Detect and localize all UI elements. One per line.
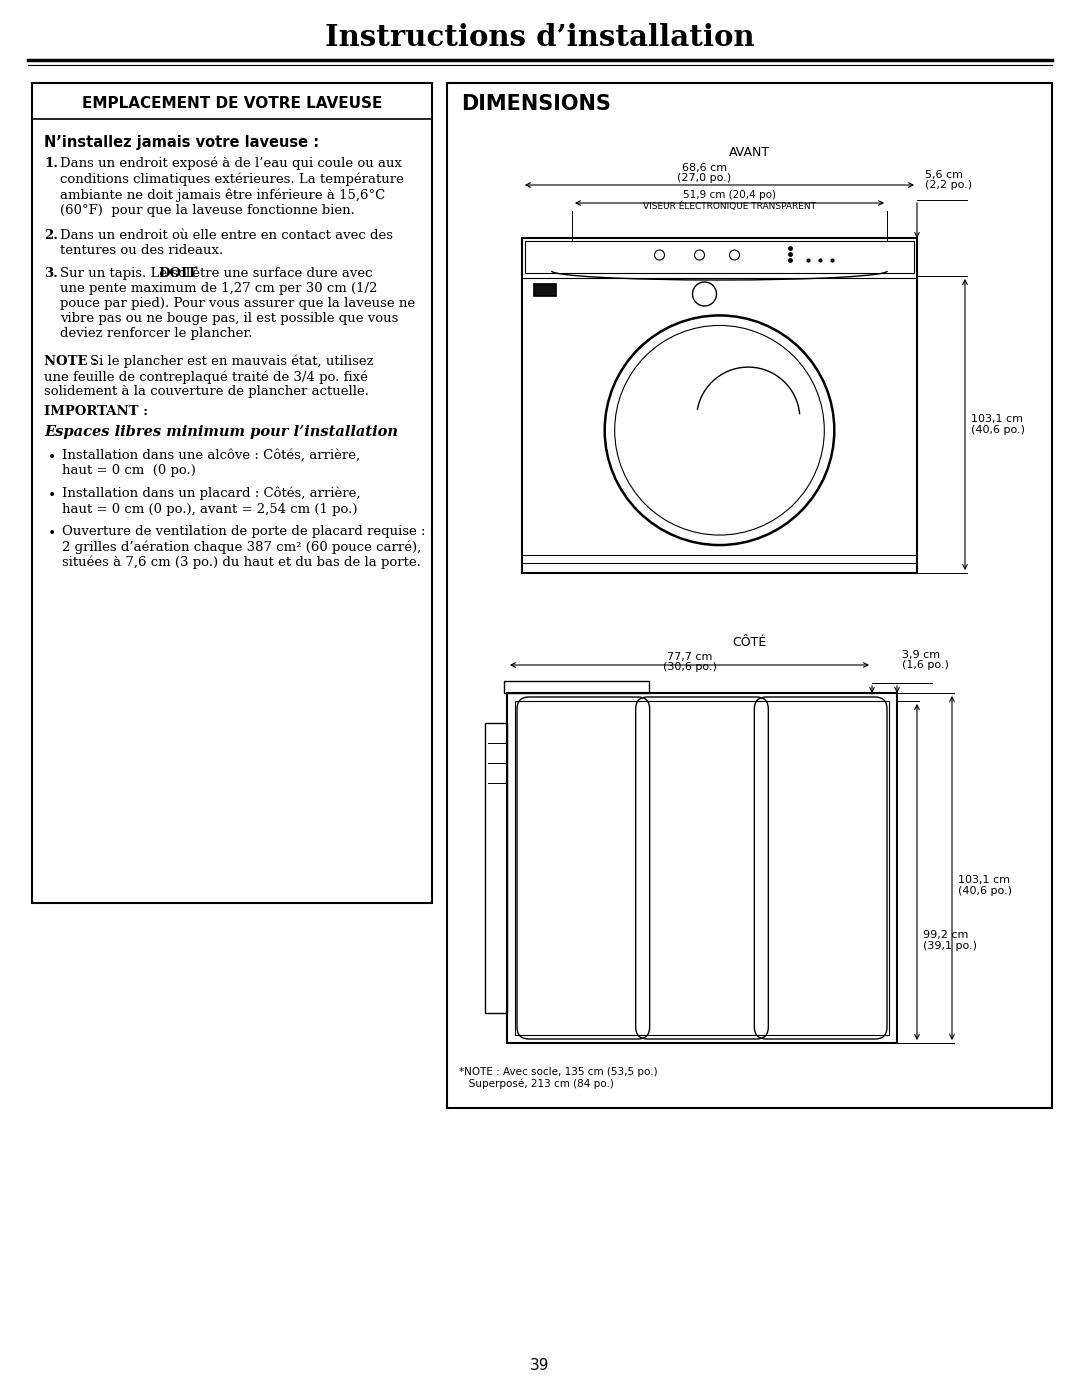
Bar: [504, 680, 649, 693]
Text: NOTE :: NOTE :: [44, 355, 102, 367]
Text: Dans un endroit exposé à de l’eau qui coule ou aux
conditions climatiques extéri: Dans un endroit exposé à de l’eau qui co…: [60, 156, 404, 217]
Text: Si le plancher est en mauvais état, utilisez: Si le plancher est en mauvais état, util…: [90, 355, 374, 369]
Text: Dans un endroit où elle entre en contact avec des
tentures ou des rideaux.: Dans un endroit où elle entre en contact…: [60, 229, 393, 257]
Bar: [507, 693, 897, 1044]
Text: Sur un tapis. Le sol: Sur un tapis. Le sol: [60, 267, 194, 279]
Text: •: •: [48, 527, 56, 541]
Text: EMPLACEMENT DE VOTRE LAVEUSE: EMPLACEMENT DE VOTRE LAVEUSE: [82, 95, 382, 110]
Text: une pente maximum de 1,27 cm per 30 cm (1/2
pouce par pied). Pour vous assurer q: une pente maximum de 1,27 cm per 30 cm (…: [60, 282, 415, 339]
Text: (1,6 po.): (1,6 po.): [902, 659, 949, 671]
Text: VISEUR ÉLECTRONIQUE TRANSPARENT: VISEUR ÉLECTRONIQUE TRANSPARENT: [643, 201, 816, 211]
Text: CÔTÉ: CÔTÉ: [732, 637, 767, 650]
Bar: [522, 237, 917, 573]
Text: 68,6 cm: 68,6 cm: [681, 163, 727, 173]
Text: 51,9 cm (20,4 po): 51,9 cm (20,4 po): [683, 190, 777, 200]
Text: une feuille de contreplaqué traité de 3/4 po. fixé
solidement à la couverture de: une feuille de contreplaqué traité de 3/…: [44, 370, 369, 398]
Text: Espaces libres minimum pour l’installation: Espaces libres minimum pour l’installati…: [44, 425, 399, 439]
Text: être une surface dure avec: être une surface dure avec: [188, 267, 373, 279]
Bar: [534, 284, 556, 296]
Text: 3.: 3.: [44, 267, 58, 279]
Text: Installation dans une alcôve : Côtés, arrière,
haut = 0 cm  (0 po.): Installation dans une alcôve : Côtés, ar…: [62, 448, 360, 476]
Text: DOIT: DOIT: [158, 267, 198, 279]
Text: 99,2 cm
(39,1 po.): 99,2 cm (39,1 po.): [923, 929, 977, 951]
Text: AVANT: AVANT: [729, 147, 770, 159]
Text: (2,2 po.): (2,2 po.): [924, 180, 972, 190]
Text: (27,0 po.): (27,0 po.): [677, 173, 731, 183]
Bar: [32, 82, 432, 902]
Bar: [515, 701, 889, 1035]
Text: •: •: [48, 489, 56, 503]
Text: 5,6 cm: 5,6 cm: [924, 170, 963, 180]
Text: N’installez jamais votre laveuse :: N’installez jamais votre laveuse :: [44, 136, 319, 149]
Text: DIMENSIONS: DIMENSIONS: [461, 94, 611, 115]
Text: IMPORTANT :: IMPORTANT :: [44, 405, 148, 418]
Text: *NOTE : Avec socle, 135 cm (53,5 po.)
   Superposé, 213 cm (84 po.): *NOTE : Avec socle, 135 cm (53,5 po.) Su…: [459, 1067, 658, 1090]
Bar: [485, 724, 507, 1013]
Text: (30,6 po.): (30,6 po.): [662, 662, 716, 672]
Text: 3,9 cm: 3,9 cm: [902, 650, 940, 659]
Text: •: •: [48, 451, 56, 465]
Text: Instructions d’installation: Instructions d’installation: [325, 24, 755, 53]
Text: 103,1 cm
(40,6 po.): 103,1 cm (40,6 po.): [958, 875, 1012, 897]
Text: 1.: 1.: [44, 156, 58, 170]
Text: Installation dans un placard : Côtés, arrière,
haut = 0 cm (0 po.), avant = 2,54: Installation dans un placard : Côtés, ar…: [62, 488, 361, 515]
Text: 103,1 cm
(40,6 po.): 103,1 cm (40,6 po.): [971, 414, 1025, 436]
Text: Ouverture de ventilation de porte de placard requise :
2 grilles d’aération chaq: Ouverture de ventilation de porte de pla…: [62, 525, 426, 569]
Text: 77,7 cm: 77,7 cm: [666, 652, 712, 662]
Bar: [447, 82, 1052, 1108]
Text: 39: 39: [530, 1358, 550, 1372]
Bar: [525, 242, 914, 272]
Text: 2.: 2.: [44, 229, 58, 242]
